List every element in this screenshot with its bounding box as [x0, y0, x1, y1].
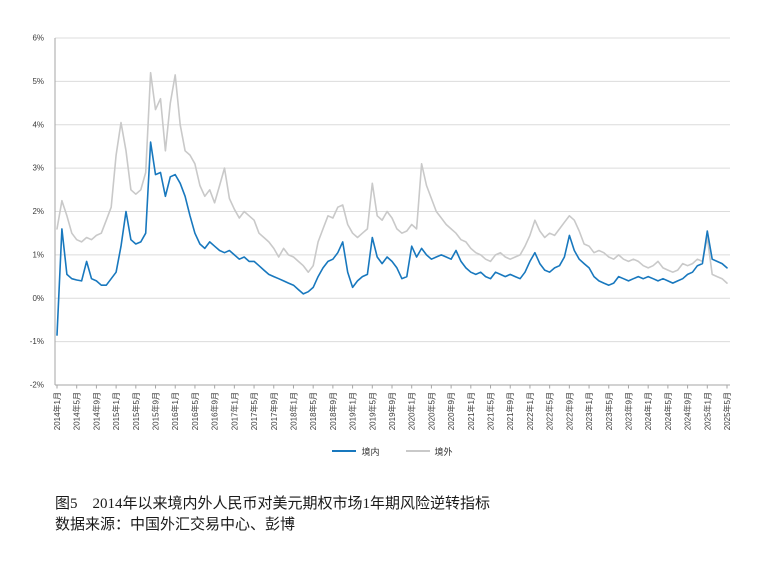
svg-text:2021年1月: 2021年1月	[466, 392, 476, 430]
series-lines	[56, 71, 728, 336]
figure-title: 图5 2014年以来境内外人民币对美元期权市场1年期风险逆转指标	[55, 496, 491, 512]
svg-text:-2%: -2%	[30, 381, 44, 390]
svg-text:3%: 3%	[32, 164, 44, 173]
svg-text:5%: 5%	[32, 77, 44, 86]
legend: 境内 境外	[55, 444, 730, 458]
svg-text:6%: 6%	[32, 34, 44, 43]
svg-text:2017年5月: 2017年5月	[249, 392, 259, 430]
svg-text:2014年5月: 2014年5月	[72, 392, 82, 430]
svg-text:2018年5月: 2018年5月	[308, 392, 318, 430]
svg-text:2023年9月: 2023年9月	[623, 392, 633, 430]
svg-text:2019年9月: 2019年9月	[387, 392, 397, 430]
svg-text:2017年1月: 2017年1月	[229, 392, 239, 430]
svg-text:2%: 2%	[32, 207, 44, 216]
svg-text:2015年1月: 2015年1月	[111, 392, 121, 430]
svg-text:2022年1月: 2022年1月	[525, 392, 535, 430]
legend-label-onshore: 境内	[361, 446, 380, 457]
svg-text:2018年9月: 2018年9月	[328, 392, 338, 430]
svg-text:2015年9月: 2015年9月	[151, 392, 161, 430]
legend-label-offshore: 境外	[434, 446, 453, 457]
legend-item-onshore: 境内	[332, 445, 380, 458]
legend-item-offshore: 境外	[405, 445, 453, 458]
y-axis-labels: 6% 5% 4% 3% 2% 1% 0% -1% -2%	[30, 34, 44, 390]
svg-text:2014年1月: 2014年1月	[52, 392, 62, 430]
offshore-line-swatch	[405, 450, 430, 452]
svg-text:0%: 0%	[32, 294, 44, 303]
svg-text:2022年5月: 2022年5月	[545, 392, 555, 430]
svg-text:1%: 1%	[32, 250, 44, 259]
svg-text:2024年1月: 2024年1月	[643, 392, 653, 430]
svg-text:2018年1月: 2018年1月	[288, 392, 298, 430]
svg-text:-1%: -1%	[30, 337, 44, 346]
svg-text:2016年9月: 2016年9月	[210, 392, 220, 430]
risk-reversal-chart: 6%5%4%3%2%1%0%-1%-2% 2014年1月 2014年5月 2014年…	[30, 34, 732, 431]
onshore-line-swatch	[332, 450, 357, 452]
figure-source: 数据来源：中国外汇交易中心、彭博	[55, 517, 296, 533]
svg-text:2025年1月: 2025年1月	[702, 392, 712, 430]
gridlines	[55, 37, 730, 343]
caption-block: 图5 2014年以来境内外人民币对美元期权市场1年期风险逆转指标 数据来源：中国…	[55, 494, 759, 536]
svg-text:2025年5月: 2025年5月	[722, 392, 732, 430]
svg-text:2016年5月: 2016年5月	[190, 392, 200, 430]
svg-text:2019年5月: 2019年5月	[367, 392, 377, 430]
svg-text:4%: 4%	[32, 120, 44, 129]
svg-text:2024年5月: 2024年5月	[663, 392, 673, 430]
svg-text:2022年9月: 2022年9月	[564, 392, 574, 430]
svg-text:2020年1月: 2020年1月	[407, 392, 417, 430]
svg-text:2023年5月: 2023年5月	[604, 392, 614, 430]
svg-text:2023年1月: 2023年1月	[584, 392, 594, 430]
svg-text:2021年9月: 2021年9月	[505, 392, 515, 430]
svg-text:2019年1月: 2019年1月	[348, 392, 358, 430]
svg-text:2024年9月: 2024年9月	[683, 392, 693, 430]
svg-text:2015年5月: 2015年5月	[131, 392, 141, 430]
svg-text:2016年1月: 2016年1月	[170, 392, 180, 430]
svg-text:2017年9月: 2017年9月	[269, 392, 279, 430]
svg-text:2020年9月: 2020年9月	[446, 392, 456, 430]
svg-text:2014年9月: 2014年9月	[91, 392, 101, 430]
x-axis-labels: 2014年1月 2014年5月 2014年9月 2015年1月 2015年5月 2015年…	[52, 385, 732, 430]
svg-text:2021年5月: 2021年5月	[486, 392, 496, 430]
svg-text:2020年5月: 2020年5月	[426, 392, 436, 430]
